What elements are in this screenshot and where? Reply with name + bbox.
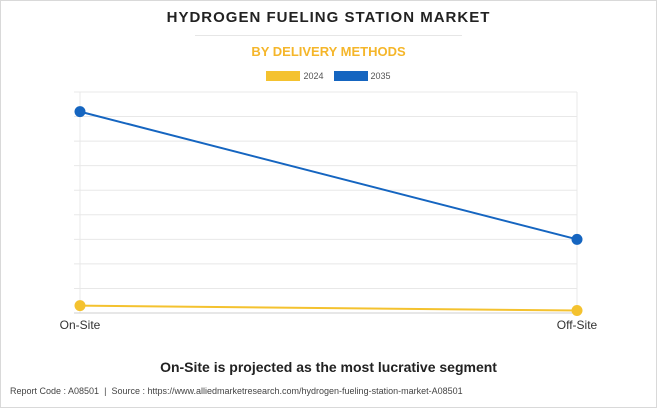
x-tick-labels: On-Site Off-Site	[60, 318, 598, 332]
legend: 2024 2035	[0, 71, 657, 81]
data-point-2024-off-site[interactable]	[571, 305, 583, 317]
x-tick-label: On-Site	[60, 318, 101, 332]
legend-label-2024: 2024	[303, 71, 324, 81]
chart-subtitle: BY DELIVERY METHODS	[251, 44, 406, 59]
footer-separator: |	[104, 386, 107, 396]
data-point-2035-on-site[interactable]	[74, 106, 86, 118]
source-text: Source : https://www.alliedmarketresearc…	[111, 386, 463, 396]
chart-title: HYDROGEN FUELING STATION MARKET	[166, 9, 491, 26]
x-tick-label: Off-Site	[557, 318, 598, 332]
data-point-2024-on-site[interactable]	[74, 300, 86, 312]
legend-label-2035: 2035	[370, 71, 391, 81]
grid-lines	[74, 91, 578, 313]
series-layer	[74, 106, 583, 317]
legend-item-2024[interactable]: 2024	[266, 71, 324, 81]
data-point-2035-off-site[interactable]	[571, 233, 583, 245]
series-line-2035	[79, 110, 578, 241]
series-line-2024	[79, 304, 578, 312]
legend-swatch-2035	[333, 71, 368, 81]
title-divider	[195, 35, 462, 36]
footer: Report Code : A08501 | Source : https://…	[10, 386, 463, 396]
chart-caption: On-Site is projected as the most lucrati…	[160, 359, 497, 375]
legend-swatch-2024	[266, 71, 301, 81]
report-code: Report Code : A08501	[10, 386, 100, 396]
legend-item-2035[interactable]: 2035	[333, 71, 391, 81]
